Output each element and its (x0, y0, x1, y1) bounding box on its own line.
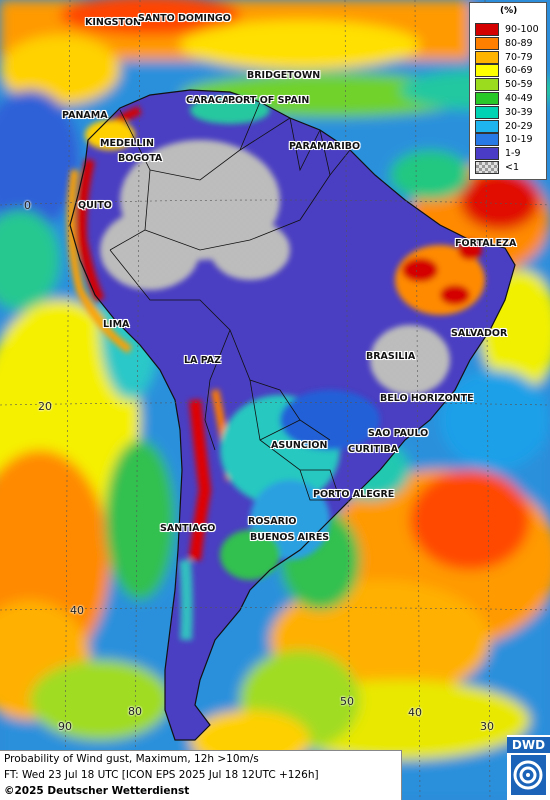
grid-label-lon-50: 50 (340, 695, 354, 708)
city-label-quito: QUITO (78, 200, 112, 211)
legend-label: <1 (505, 162, 520, 173)
legend-row: 60-69 (475, 64, 545, 78)
city-label-medellin: MEDELLIN (100, 138, 154, 149)
legend-row: 80-89 (475, 36, 545, 50)
legend-unit: (%) (500, 6, 518, 16)
legend-row: 50-59 (475, 78, 545, 92)
city-label-kingston: KINGSTON (85, 17, 141, 28)
legend-swatch (475, 119, 499, 133)
legend-swatch (475, 64, 499, 78)
grid-label-lon-80: 80 (128, 705, 142, 718)
city-label-panama: PANAMA (62, 110, 108, 121)
city-label-curitiba: CURITIBA (348, 444, 399, 455)
dwd-logo-text: DWD (507, 737, 550, 753)
legend-swatch (475, 147, 499, 161)
legend-row: 90-100 (475, 23, 545, 36)
grid-label-lat-0: 0 (24, 199, 31, 212)
grid-label-lon-30: 30 (480, 720, 494, 733)
city-label-caracas: CARACAS (186, 95, 237, 106)
grid-label-lat-20: 20 (38, 400, 52, 413)
city-label-brasilia: BRASILIA (366, 351, 416, 362)
legend-label: 10-19 (505, 134, 533, 146)
footer-copyright: ©2025 Deutscher Wetterdienst (4, 785, 190, 797)
legend-swatch (475, 161, 499, 174)
footer-forecast-time: FT: Wed 23 Jul 18 UTC [ICON EPS 2025 Jul… (4, 769, 319, 781)
legend-label: 80-89 (505, 37, 533, 49)
legend-row: 70-79 (475, 50, 545, 64)
grid-label-lon-40: 40 (408, 706, 422, 719)
footer-info: Probability of Wind gust, Maximum, 12h >… (0, 750, 402, 800)
city-label-belo-horizonte: BELO HORIZONTE (380, 393, 474, 404)
city-label-santiago: SANTIAGO (160, 523, 216, 534)
city-label-bogota: BOGOTA (118, 153, 163, 164)
grid-label-lon-90: 90 (58, 720, 72, 733)
legend: (%) 90-100 80-89 70-79 60-69 50-59 40-49 30-39… (469, 2, 547, 180)
legend-swatch (475, 105, 499, 119)
legend-label: 60-69 (505, 65, 533, 77)
city-label-santo-domingo: SANTO DOMINGO (138, 13, 231, 24)
legend-row: 10-19 (475, 133, 545, 147)
dwd-swirl-icon (511, 755, 546, 795)
legend-row: <1 (475, 161, 545, 174)
legend-row: 20-29 (475, 119, 545, 133)
grid-label-lat-40: 40 (70, 604, 84, 617)
legend-label: 40-49 (505, 93, 533, 104)
footer-product: Probability of Wind gust, Maximum, 12h >… (4, 753, 259, 765)
city-label-rosario: ROSARIO (248, 516, 297, 527)
legend-label: 70-79 (505, 51, 533, 63)
legend-label: 1-9 (505, 148, 521, 160)
legend-row: 1-9 (475, 147, 545, 161)
city-label-bridgetown: BRIDGETOWN (247, 70, 321, 81)
legend-swatch (475, 23, 499, 36)
city-label-salvador: SALVADOR (451, 328, 508, 339)
dwd-logo: DWD (507, 735, 550, 800)
city-label-porto-alegre: PORTO ALEGRE (313, 489, 395, 500)
legend-swatch (475, 133, 499, 147)
country-boundaries (69, 89, 516, 741)
legend-label: 20-29 (505, 120, 533, 132)
legend-swatch (475, 36, 499, 50)
legend-swatch (475, 92, 499, 105)
legend-row: 40-49 (475, 92, 545, 105)
city-label-la-paz: LA PAZ (184, 355, 222, 366)
legend-label: 90-100 (505, 24, 539, 35)
city-label-sao-paulo: SAO PAULO (368, 428, 429, 439)
city-label-asuncion: ASUNCION (271, 440, 328, 451)
city-label-buenos-aires: BUENOS AIRES (250, 532, 330, 543)
city-label-paramaribo: PARAMARIBO (289, 141, 361, 152)
legend-swatch (475, 50, 499, 64)
legend-label: 50-59 (505, 79, 533, 91)
legend-row: 30-39 (475, 105, 545, 119)
legend-swatch (475, 78, 499, 92)
city-label-lima: LIMA (103, 319, 130, 330)
city-label-fortaleza: FORTALEZA (455, 238, 517, 249)
city-label-port-of-spain: PORT OF SPAIN (228, 95, 310, 106)
legend-label: 30-39 (505, 106, 533, 118)
